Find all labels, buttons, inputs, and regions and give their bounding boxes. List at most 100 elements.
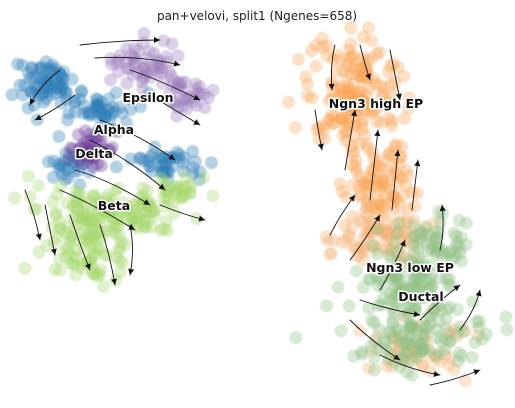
- cell-point: [74, 84, 88, 98]
- cell-point: [475, 332, 489, 346]
- cell-point: [385, 190, 399, 204]
- streamline-arrowhead: [35, 114, 42, 120]
- cell-point: [343, 51, 357, 65]
- cell-point: [92, 242, 106, 256]
- cluster-label-beta: Beta: [98, 198, 130, 213]
- cell-point: [392, 284, 406, 298]
- cell-point: [346, 178, 360, 192]
- streamline: [59, 189, 136, 231]
- cell-point: [72, 128, 85, 142]
- velocity-streamlines: [24, 37, 482, 386]
- cell-point: [428, 225, 442, 239]
- streamline-arrowhead: [30, 98, 36, 105]
- cell-point: [305, 91, 319, 105]
- cell-point: [18, 261, 32, 275]
- cell-point: [197, 171, 211, 185]
- cell-point: [346, 147, 360, 161]
- cell-point: [157, 34, 171, 48]
- cell-point: [433, 346, 447, 360]
- cell-point: [140, 184, 154, 198]
- cell-point: [396, 351, 410, 365]
- streamline-arrowhead: [374, 130, 381, 137]
- cell-point: [177, 93, 190, 107]
- cell-point: [109, 160, 123, 174]
- cell-point: [356, 30, 370, 44]
- cell-point: [120, 76, 134, 90]
- cell-point: [64, 256, 78, 270]
- cell-point: [54, 96, 68, 110]
- cell-point: [85, 216, 98, 230]
- cell-point: [51, 230, 64, 244]
- cell-point: [27, 202, 41, 216]
- cell-point: [113, 241, 127, 255]
- streamline-arrowhead: [128, 268, 135, 275]
- cell-points: [5, 21, 514, 388]
- cluster-label-delta: Delta: [75, 146, 113, 161]
- cell-point: [158, 150, 172, 164]
- streamline-arrowhead: [433, 371, 440, 377]
- cell-point: [374, 173, 388, 187]
- cell-point: [166, 195, 180, 209]
- cell-point: [370, 222, 384, 236]
- cell-point: [438, 261, 452, 275]
- cell-point: [189, 77, 203, 91]
- cell-point: [186, 161, 200, 175]
- cell-point: [381, 148, 395, 162]
- cell-point: [64, 141, 78, 155]
- cell-point: [109, 228, 123, 241]
- cell-point: [53, 252, 66, 266]
- cell-point: [416, 342, 430, 356]
- cell-point: [370, 114, 384, 128]
- chart-title: pan+velovi, split1 (Ngenes=658): [157, 9, 357, 23]
- cell-point: [105, 141, 119, 155]
- cell-point: [134, 100, 147, 114]
- streamline-arrowhead: [154, 37, 160, 43]
- cell-point: [453, 246, 467, 260]
- cell-point: [32, 179, 45, 193]
- cell-point: [132, 44, 146, 58]
- cell-point: [347, 77, 361, 91]
- cell-point: [114, 266, 127, 279]
- streamline-arrowhead: [349, 195, 355, 202]
- cell-point: [366, 239, 380, 253]
- cell-point: [397, 69, 411, 83]
- cell-point: [40, 238, 54, 252]
- cell-point: [442, 272, 456, 286]
- cell-point: [401, 252, 415, 266]
- cell-point: [398, 112, 412, 126]
- cell-point: [385, 272, 399, 286]
- cell-point: [401, 102, 415, 115]
- cell-point: [305, 44, 319, 58]
- streamline: [79, 39, 161, 46]
- streamline: [129, 224, 133, 276]
- cell-point: [55, 77, 69, 91]
- cell-point: [323, 247, 337, 261]
- streamline-arrowhead: [50, 248, 57, 255]
- cell-point: [69, 243, 83, 257]
- streamline-arrowhead: [374, 215, 380, 222]
- cell-point: [116, 256, 130, 270]
- cell-point: [434, 304, 448, 318]
- streamline-arrowhead: [473, 369, 480, 375]
- streamline: [349, 319, 401, 361]
- cell-point: [21, 169, 35, 183]
- cell-point: [309, 59, 323, 73]
- cell-point: [168, 206, 182, 220]
- cell-point: [23, 190, 37, 204]
- cell-point: [350, 264, 363, 278]
- cell-point: [53, 263, 67, 277]
- streamline: [94, 56, 181, 66]
- cluster-label-alpha: Alpha: [94, 122, 134, 137]
- cell-point: [419, 260, 433, 274]
- cell-point: [292, 53, 305, 66]
- cell-point: [58, 242, 72, 256]
- cell-point: [500, 323, 514, 337]
- cell-point: [70, 195, 84, 209]
- cell-point: [466, 295, 480, 309]
- cell-point: [49, 208, 63, 222]
- cell-point: [333, 177, 347, 191]
- cell-point: [398, 308, 412, 322]
- cell-point: [320, 49, 334, 62]
- cell-point: [405, 291, 419, 305]
- cell-point: [27, 87, 41, 101]
